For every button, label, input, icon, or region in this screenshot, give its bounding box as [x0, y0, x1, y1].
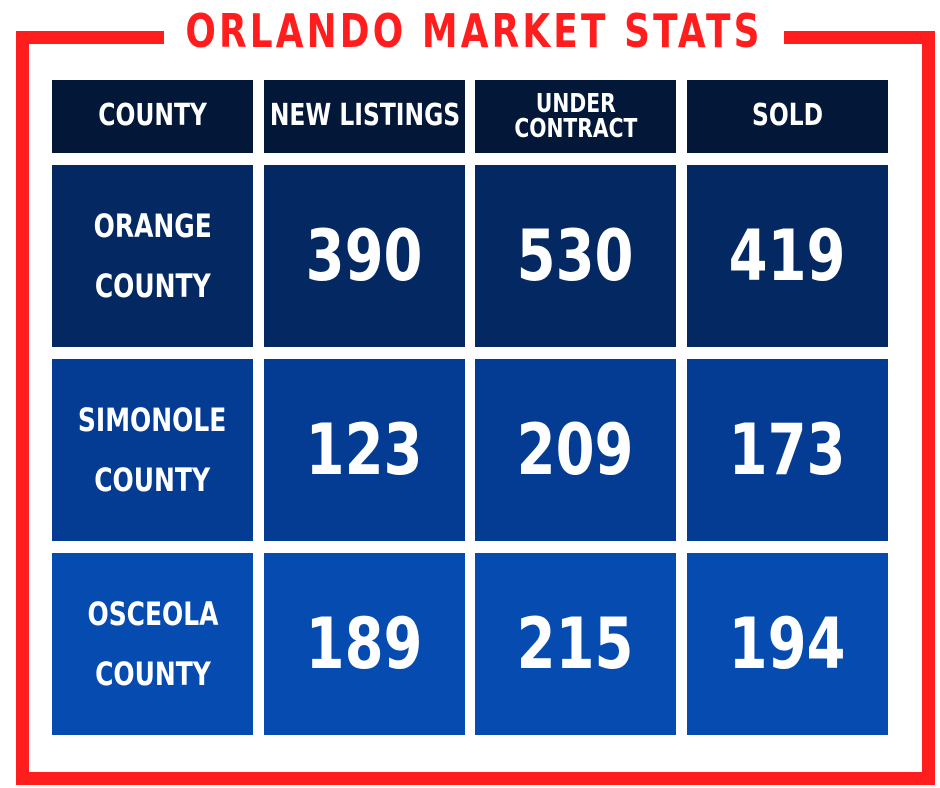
value-osceola-under-contract: 215 [517, 603, 634, 685]
value-simonole-under-contract: 209 [517, 409, 634, 491]
value-simonole-sold: 173 [729, 409, 846, 491]
row-osceola-county: OSCEOLA COUNTY [52, 553, 253, 735]
cell-simonole-new-listings: 123 [264, 359, 465, 541]
header-under-contract-label: UNDER CONTRACT [514, 88, 637, 144]
page-title: ORLANDO MARKET STATS [185, 4, 763, 58]
row-simonole-county: SIMONOLE COUNTY [52, 359, 253, 541]
header-new-listings-label: NEW LISTINGS [269, 98, 460, 134]
header-new-listings: NEW LISTINGS [264, 80, 465, 153]
title-container: ORLANDO MARKET STATS [164, 0, 784, 62]
header-sold-label: SOLD [751, 98, 824, 134]
value-osceola-sold: 194 [729, 603, 846, 685]
cell-simonole-under-contract: 209 [475, 359, 676, 541]
cell-orange-under-contract: 530 [475, 165, 676, 347]
header-under-contract: UNDER CONTRACT [475, 80, 676, 153]
county-name-osceola: OSCEOLA COUNTY [86, 595, 218, 693]
header-county-label: COUNTY [98, 98, 207, 134]
row-orange-county: ORANGE COUNTY [52, 165, 253, 347]
county-name-orange: ORANGE COUNTY [93, 207, 212, 305]
cell-osceola-under-contract: 215 [475, 553, 676, 735]
cell-osceola-sold: 194 [687, 553, 888, 735]
header-sold: SOLD [687, 80, 888, 153]
value-orange-new-listings: 390 [306, 215, 423, 297]
value-osceola-new-listings: 189 [306, 603, 423, 685]
cell-simonole-sold: 173 [687, 359, 888, 541]
cell-orange-sold: 419 [687, 165, 888, 347]
cell-osceola-new-listings: 189 [264, 553, 465, 735]
cell-orange-new-listings: 390 [264, 165, 465, 347]
header-county: COUNTY [52, 80, 253, 153]
value-orange-under-contract: 530 [517, 215, 634, 297]
county-name-simonole: SIMONOLE COUNTY [78, 401, 227, 499]
value-simonole-new-listings: 123 [306, 409, 423, 491]
value-orange-sold: 419 [729, 215, 846, 297]
